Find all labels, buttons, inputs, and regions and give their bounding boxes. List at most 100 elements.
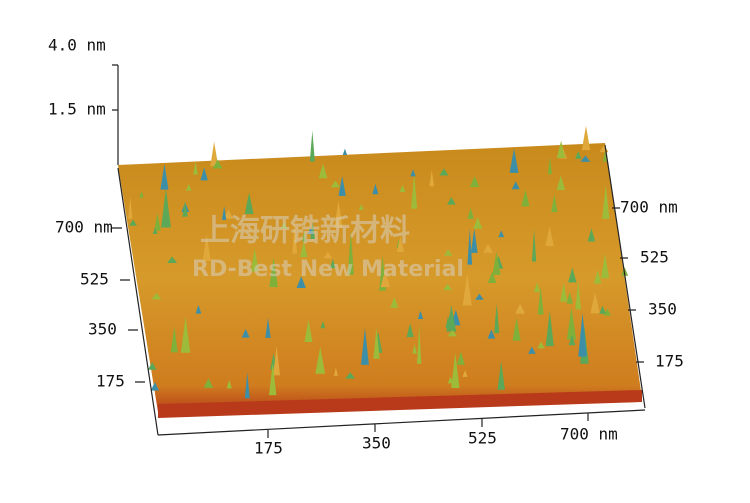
spike bbox=[602, 184, 610, 219]
bottom-axis bbox=[157, 409, 646, 438]
spike bbox=[568, 334, 576, 346]
spike bbox=[578, 312, 587, 357]
spike bbox=[296, 276, 306, 288]
left-label: 700 nm bbox=[55, 218, 113, 237]
spike bbox=[147, 362, 157, 370]
spike bbox=[417, 310, 424, 320]
spike bbox=[443, 249, 453, 256]
spike bbox=[185, 183, 192, 191]
spike bbox=[193, 161, 198, 175]
spike bbox=[456, 351, 465, 365]
spike bbox=[469, 176, 480, 188]
right-label: 700 nm bbox=[620, 198, 678, 217]
spike bbox=[342, 148, 348, 156]
spike bbox=[556, 175, 566, 190]
spike bbox=[560, 282, 568, 302]
spike bbox=[521, 189, 530, 207]
spike bbox=[265, 317, 271, 338]
left-label: 175 bbox=[96, 372, 125, 391]
right-label: 175 bbox=[655, 352, 684, 371]
spike bbox=[511, 181, 520, 190]
spike bbox=[462, 273, 472, 306]
spike bbox=[315, 346, 326, 374]
spike bbox=[203, 378, 214, 388]
spike bbox=[330, 258, 336, 269]
spike bbox=[320, 320, 326, 329]
left-label: 525 bbox=[80, 270, 109, 289]
left-axis bbox=[112, 167, 159, 436]
spike bbox=[223, 209, 234, 219]
right-label: 350 bbox=[648, 300, 677, 319]
right-label: 525 bbox=[640, 248, 669, 267]
spike bbox=[170, 326, 178, 353]
spike bbox=[128, 196, 133, 219]
spike bbox=[307, 227, 314, 235]
spike bbox=[467, 207, 474, 220]
spikes bbox=[128, 125, 629, 399]
spike bbox=[300, 241, 308, 258]
spike bbox=[497, 360, 505, 390]
spike bbox=[462, 370, 468, 377]
spike bbox=[412, 344, 417, 354]
bottom-label: 175 bbox=[254, 439, 283, 458]
spike bbox=[301, 230, 307, 242]
spike bbox=[269, 257, 278, 288]
spike bbox=[250, 248, 259, 272]
spike bbox=[210, 141, 219, 167]
spike bbox=[390, 297, 399, 308]
spike bbox=[318, 163, 328, 179]
spike bbox=[360, 328, 369, 365]
spike bbox=[451, 352, 460, 388]
spike bbox=[154, 213, 161, 231]
spike bbox=[152, 227, 158, 235]
spike bbox=[309, 130, 315, 162]
spike bbox=[581, 125, 591, 151]
right-axis bbox=[604, 144, 646, 409]
spike bbox=[273, 345, 281, 376]
spike bbox=[566, 292, 573, 304]
spike bbox=[556, 140, 566, 159]
spike bbox=[600, 253, 610, 279]
spike bbox=[330, 180, 341, 188]
z-label: 1.5 nm bbox=[48, 100, 106, 119]
spike bbox=[603, 308, 612, 316]
spike bbox=[406, 323, 414, 338]
spike bbox=[150, 382, 160, 391]
spike bbox=[547, 156, 552, 175]
spike bbox=[587, 228, 596, 242]
bottom-label: 350 bbox=[362, 434, 391, 453]
watermark-chinese: 上海研锆新材料 bbox=[200, 214, 410, 249]
spike bbox=[602, 150, 608, 162]
spike bbox=[399, 185, 406, 193]
spike bbox=[487, 329, 496, 339]
spike bbox=[167, 256, 178, 263]
spike bbox=[537, 341, 545, 349]
spike bbox=[304, 319, 313, 343]
spike bbox=[129, 219, 137, 226]
spike bbox=[151, 292, 162, 300]
bottom-label: 525 bbox=[468, 429, 497, 448]
spike bbox=[575, 280, 581, 310]
spike bbox=[545, 226, 554, 247]
spike bbox=[515, 303, 525, 314]
spike bbox=[487, 271, 497, 284]
surface-edge bbox=[158, 390, 642, 418]
spike bbox=[244, 372, 250, 399]
spike bbox=[475, 293, 484, 300]
spike bbox=[537, 286, 544, 315]
spike bbox=[359, 203, 364, 210]
spike bbox=[160, 163, 169, 190]
spike bbox=[473, 217, 483, 229]
spike bbox=[568, 267, 577, 283]
spike bbox=[417, 324, 422, 364]
spike bbox=[345, 372, 356, 379]
z-axis bbox=[112, 64, 119, 165]
spike bbox=[347, 231, 354, 275]
watermark-english: RD-Best New Material bbox=[192, 257, 464, 282]
spike bbox=[447, 197, 456, 205]
spike bbox=[534, 282, 541, 293]
spike bbox=[470, 228, 478, 253]
bottom-label: 700 nm bbox=[560, 425, 618, 444]
